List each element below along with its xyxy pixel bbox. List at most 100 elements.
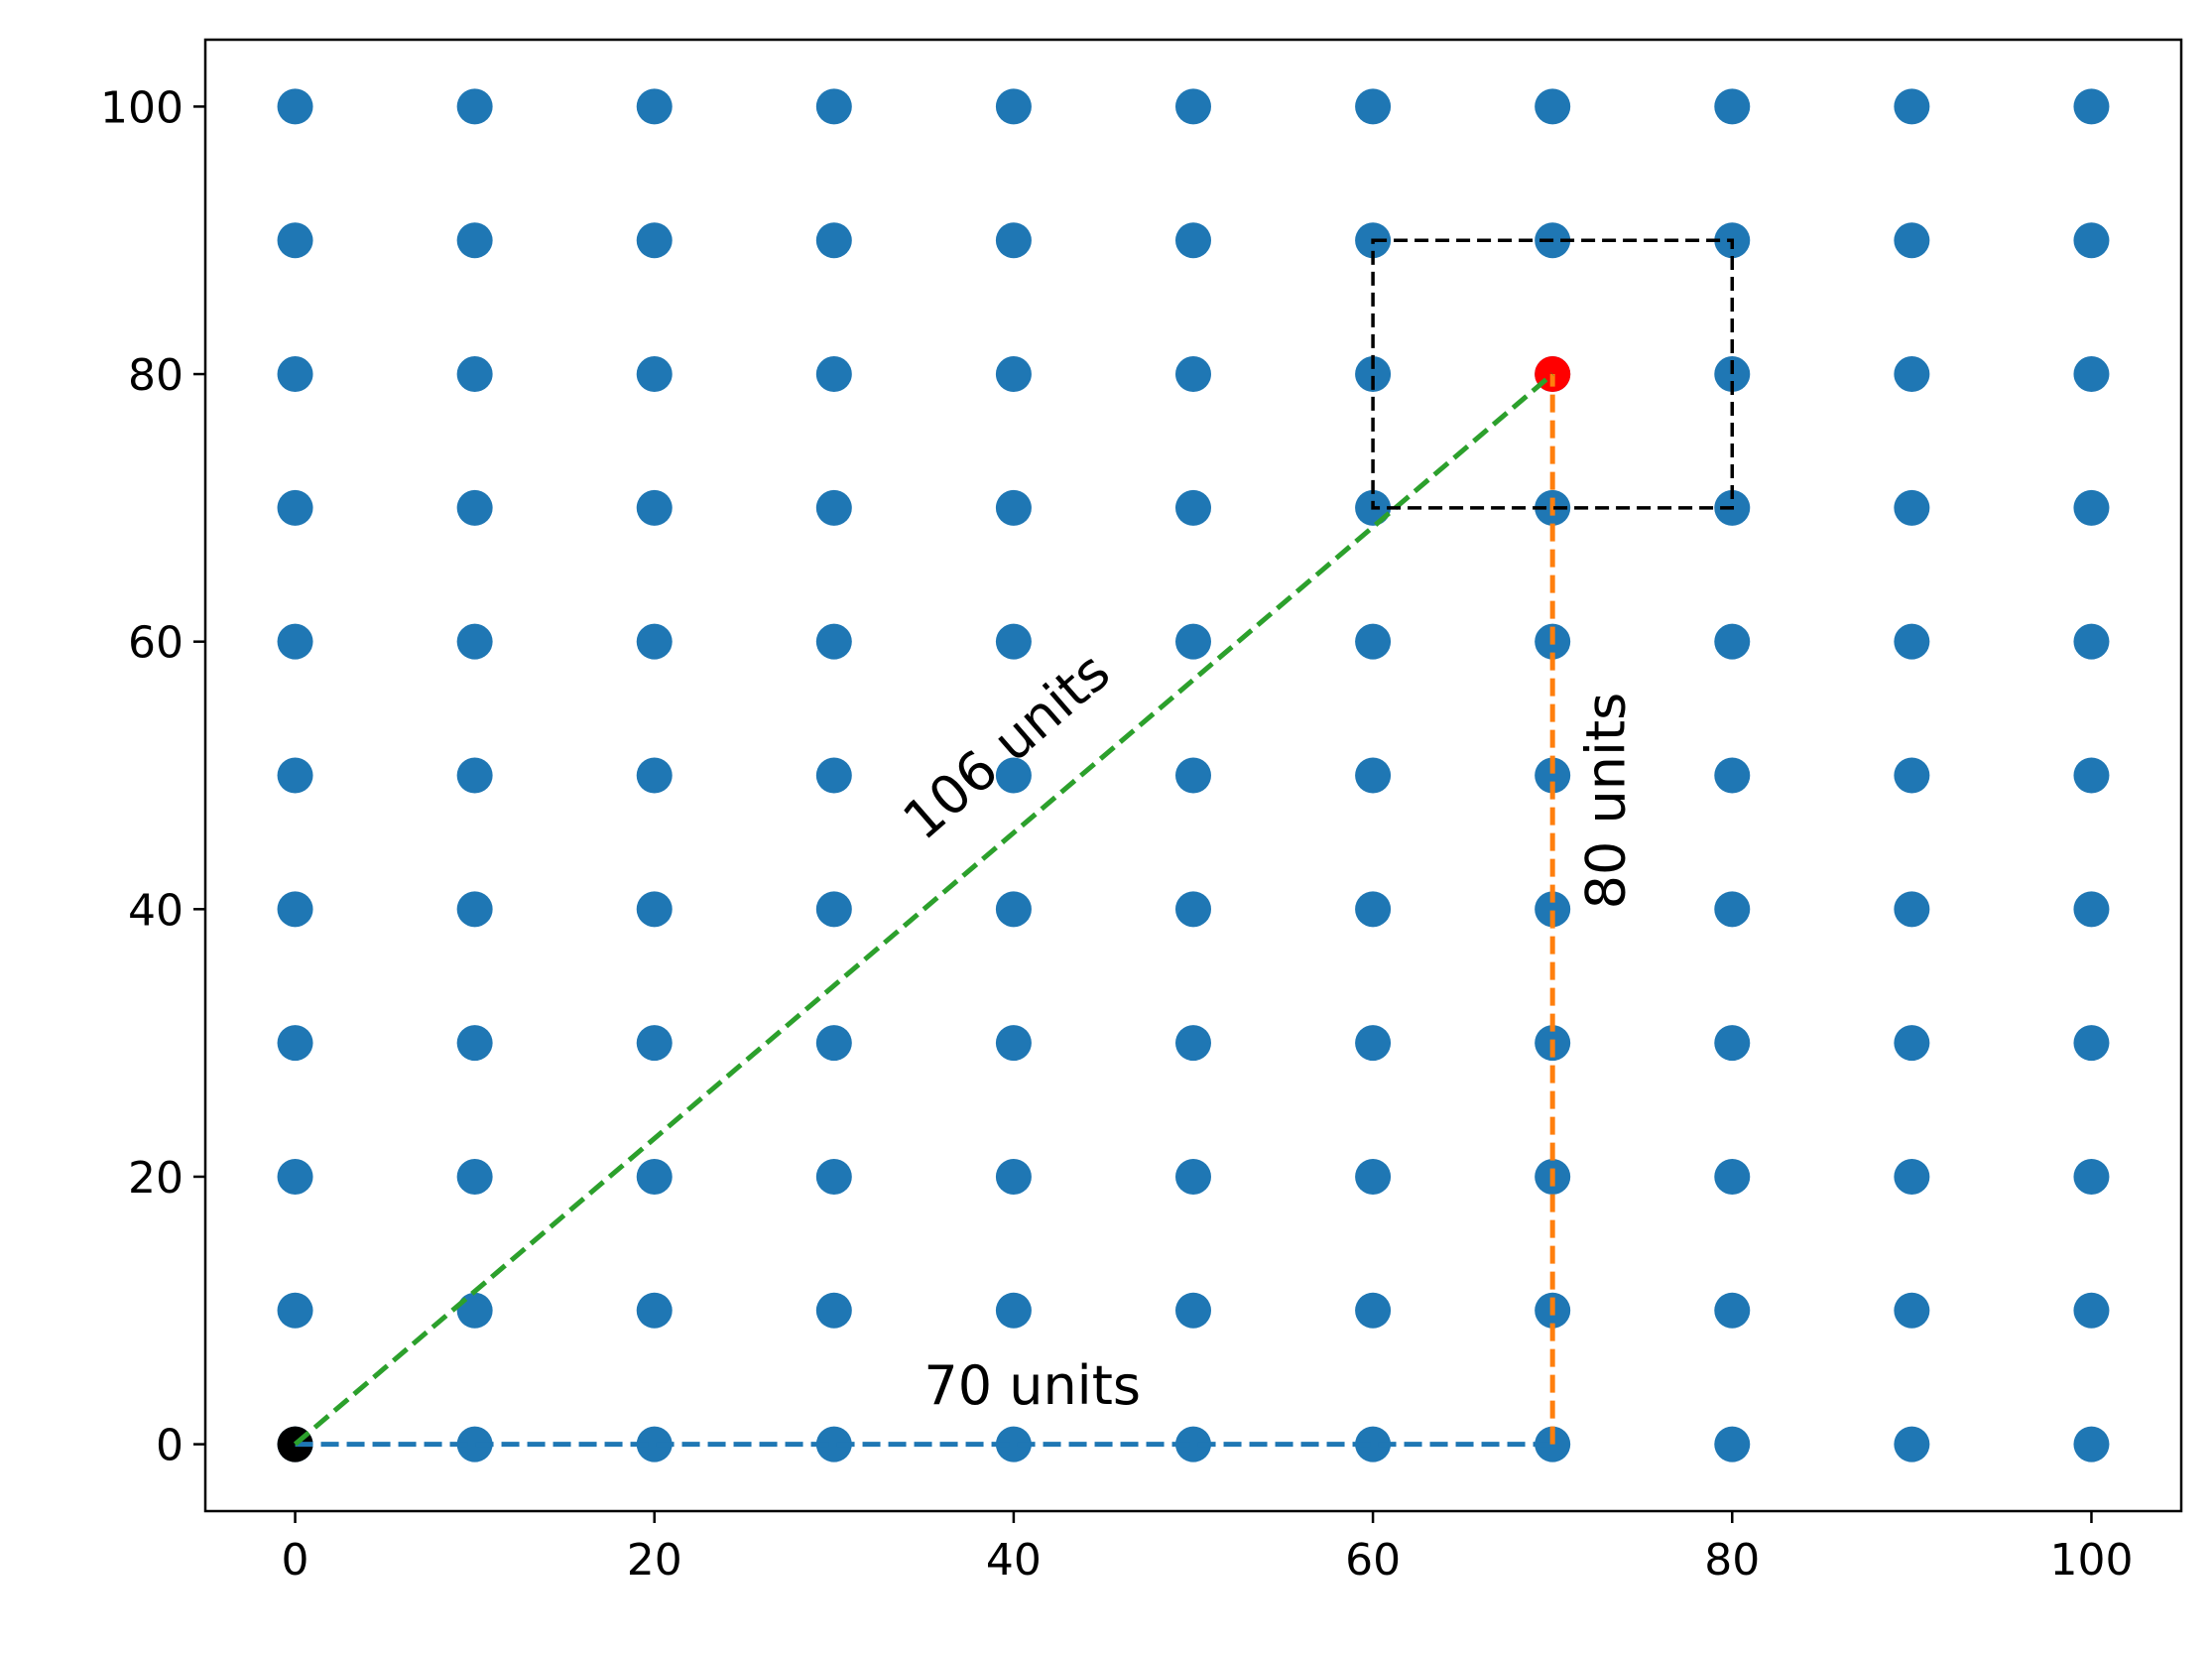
- scatter-point: [1355, 891, 1392, 928]
- scatter-point: [1894, 1292, 1930, 1329]
- scatter-point: [1535, 757, 1571, 794]
- scatter-point: [995, 891, 1032, 928]
- scatter-point: [456, 356, 493, 393]
- scatter-point: [636, 623, 673, 660]
- scatter-point: [1894, 222, 1930, 259]
- vertical-distance-label: 80 units: [1575, 693, 1638, 910]
- scatter-point: [277, 1025, 313, 1062]
- scatter-point: [636, 891, 673, 928]
- scatter-points: [277, 88, 2110, 1462]
- scatter-point: [1535, 88, 1571, 125]
- y-tick-label: 80: [128, 350, 184, 401]
- horizontal-distance-label: 70 units: [923, 1354, 1141, 1417]
- scatter-point: [1894, 88, 1930, 125]
- y-tick-label: 60: [128, 618, 184, 669]
- scatter-point: [277, 623, 313, 660]
- scatter-point: [456, 1158, 493, 1195]
- scatter-point: [1355, 1292, 1392, 1329]
- scatter-point: [456, 1292, 493, 1329]
- x-axis-ticks: 0 20 40 60 80 100: [282, 1511, 2133, 1586]
- scatter-point: [2073, 88, 2110, 125]
- scatter-point: [1714, 1292, 1751, 1329]
- scatter-point: [456, 1025, 493, 1062]
- scatter-point: [995, 1426, 1032, 1462]
- scatter-point: [1714, 757, 1751, 794]
- y-tick-label: 100: [100, 82, 184, 133]
- scatter-point: [815, 757, 852, 794]
- scatter-point: [456, 891, 493, 928]
- scatter-point: [636, 1426, 673, 1462]
- diagonal-distance-line: [293, 372, 1554, 1447]
- y-tick-label: 40: [128, 885, 184, 936]
- scatter-point: [815, 356, 852, 393]
- scatter-point: [1894, 757, 1930, 794]
- scatter-point: [1894, 1025, 1930, 1062]
- scatter-point: [1714, 1158, 1751, 1195]
- scatter-point: [1714, 891, 1751, 928]
- dashed-lines: [293, 238, 1735, 1448]
- scatter-point: [1175, 222, 1211, 259]
- scatter-point: [2073, 891, 2110, 928]
- scatter-point: [1175, 1292, 1211, 1329]
- scatter-point: [1355, 356, 1392, 393]
- scatter-point: [995, 222, 1032, 259]
- x-tick-label: 60: [1345, 1535, 1401, 1586]
- scatter-point: [277, 222, 313, 259]
- scatter-point: [1175, 891, 1211, 928]
- scatter-point: [1714, 88, 1751, 125]
- x-tick-label: 0: [282, 1535, 309, 1586]
- scatter-point: [1175, 88, 1211, 125]
- scatter-point: [995, 1292, 1032, 1329]
- scatter-point: [1894, 623, 1930, 660]
- scatter-point: [456, 757, 493, 794]
- scatter-point: [995, 623, 1032, 660]
- scatter-point: [636, 1158, 673, 1195]
- scatter-point: [815, 1158, 852, 1195]
- scatter-point: [1355, 1025, 1392, 1062]
- scatter-point: [1355, 1158, 1392, 1195]
- scatter-point: [636, 1292, 673, 1329]
- scatter-point: [1714, 1025, 1751, 1062]
- scatter-point: [1894, 1426, 1930, 1462]
- scatter-point: [636, 489, 673, 526]
- scatter-point: [2073, 1426, 2110, 1462]
- scatter-point: [1175, 1158, 1211, 1195]
- y-axis-ticks: 0 20 40 60 80 100: [100, 82, 205, 1471]
- scatter-point: [2073, 489, 2110, 526]
- scatter-point: [1894, 489, 1930, 526]
- scatter-point: [1894, 356, 1930, 393]
- scatter-point: [1355, 623, 1392, 660]
- scatter-point: [636, 1025, 673, 1062]
- scatter-point: [815, 623, 852, 660]
- scatter-point: [456, 1426, 493, 1462]
- scatter-point: [815, 891, 852, 928]
- scatter-point: [1355, 88, 1392, 125]
- scatter-point: [1894, 1158, 1930, 1195]
- scatter-point: [277, 356, 313, 393]
- scatter-point: [995, 356, 1032, 393]
- y-tick-label: 0: [156, 1421, 184, 1471]
- scatter-point: [456, 222, 493, 259]
- scatter-point: [1894, 891, 1930, 928]
- scatter-point: [2073, 757, 2110, 794]
- scatter-point: [815, 1025, 852, 1062]
- scatter-point: [1355, 757, 1392, 794]
- scatter-point: [2073, 1292, 2110, 1329]
- scatter-point: [815, 489, 852, 526]
- scatter-point: [1714, 1426, 1751, 1462]
- x-tick-label: 80: [1704, 1535, 1760, 1586]
- scatter-point: [995, 757, 1032, 794]
- scatter-point: [456, 489, 493, 526]
- scatter-point: [2073, 356, 2110, 393]
- scatter-point: [2073, 1025, 2110, 1062]
- scatter-point: [995, 1158, 1032, 1195]
- scatter-point: [1175, 757, 1211, 794]
- scatter-point: [2073, 623, 2110, 660]
- scatter-point: [1175, 623, 1211, 660]
- scatter-point: [815, 88, 852, 125]
- scatter-point: [1355, 1426, 1392, 1462]
- scatter-point: [995, 88, 1032, 125]
- scatter-point: [815, 1292, 852, 1329]
